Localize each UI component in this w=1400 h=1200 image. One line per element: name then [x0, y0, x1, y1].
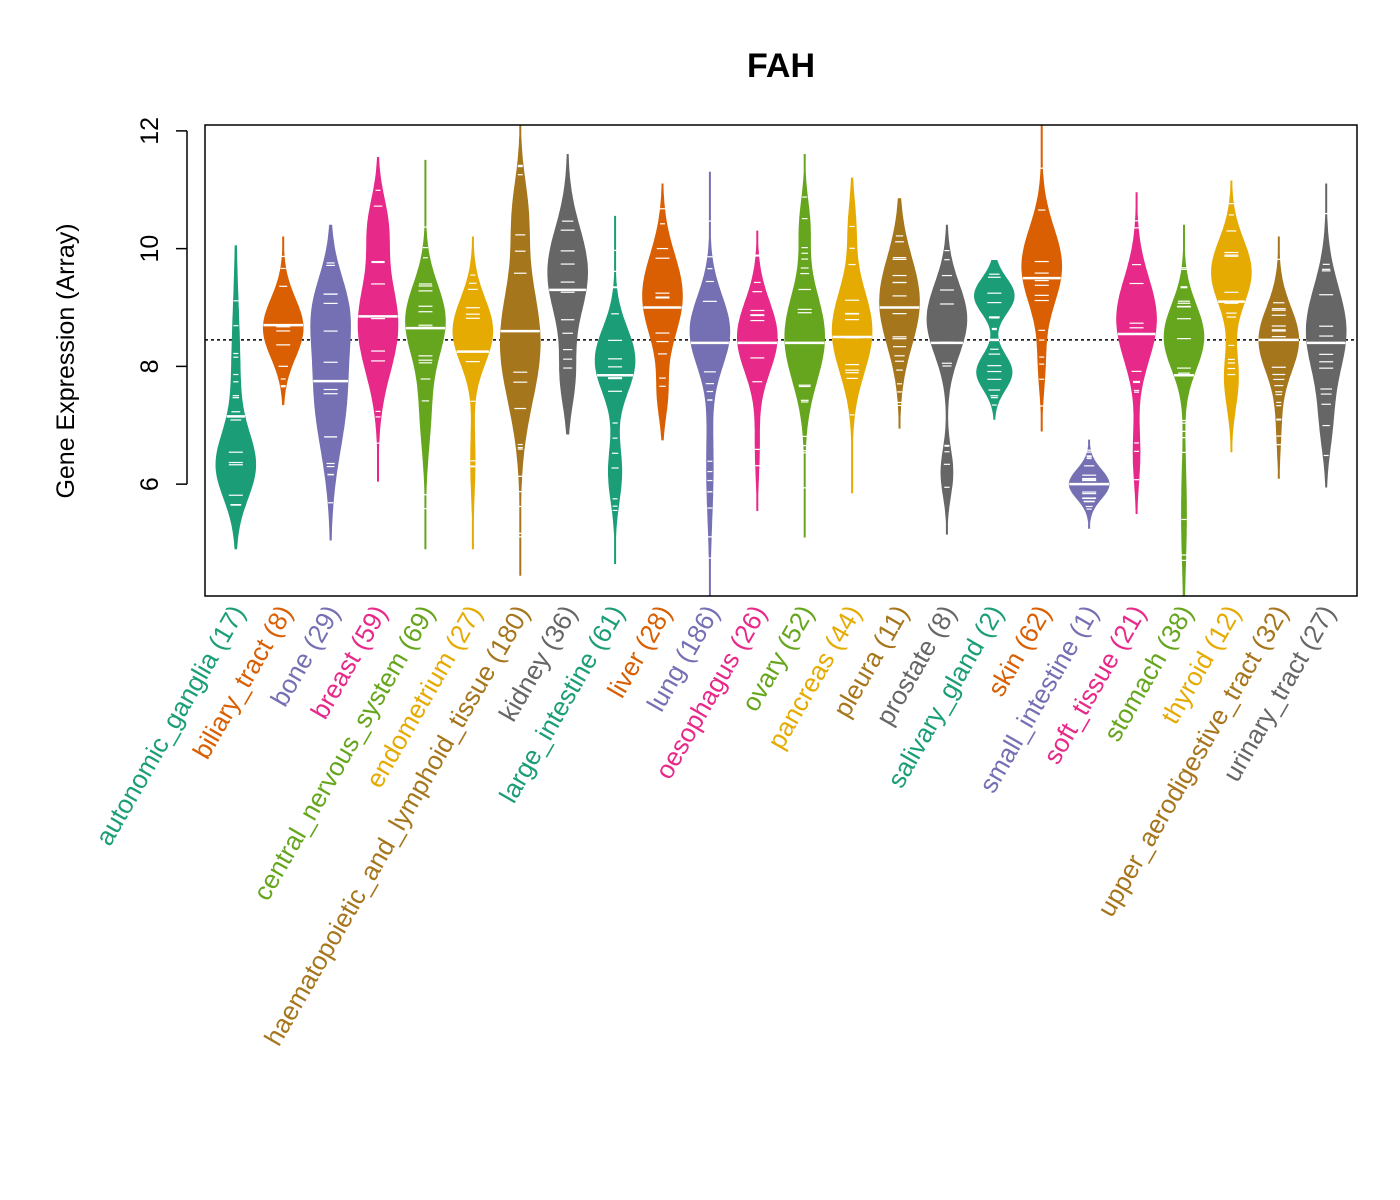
violin-biliary_tract — [262, 236, 304, 406]
violin-prostate — [926, 224, 968, 535]
violin-urinary_tract — [1305, 183, 1347, 488]
violin-pancreas — [831, 177, 873, 494]
violins — [215, 124, 1347, 597]
plot-frame — [204, 124, 1358, 597]
violin-lung — [689, 171, 731, 597]
chart-title: FAH — [747, 47, 815, 85]
violin-ovary — [784, 154, 826, 538]
y-tick-label: 10 — [136, 235, 164, 263]
violin-haematopoietic_and_lymphoid_tissue — [499, 124, 541, 576]
violin-large_intestine — [594, 215, 636, 564]
violin-kidney — [547, 154, 589, 435]
violin-salivary_gland — [973, 260, 1015, 420]
violin-soft_tissue — [1116, 192, 1157, 514]
violin-breast — [357, 157, 399, 482]
violin-stomach — [1163, 224, 1205, 597]
violin-small_intestine — [1068, 439, 1110, 529]
y-tick-label: 6 — [136, 477, 164, 491]
violin-pleura — [879, 198, 920, 429]
violin-bone — [310, 224, 351, 541]
violin-thyroid — [1211, 180, 1252, 453]
violin-liver — [642, 183, 683, 441]
x-axis-labels: autonomic_ganglia (17)biliary_tract (8)b… — [89, 600, 1341, 1051]
y-axis-label: Gene Expression (Array) — [52, 223, 80, 498]
violin-upper_aerodigestive_tract — [1258, 236, 1300, 479]
violin-central_nervous_system — [405, 159, 446, 550]
violin-autonomic_ganglia — [215, 245, 257, 550]
violin-endometrium — [452, 236, 494, 550]
y-tick-label: 8 — [136, 359, 164, 373]
y-tick-label: 12 — [136, 117, 164, 145]
violin-skin — [1021, 124, 1063, 432]
violin-oesophagus — [737, 230, 778, 511]
y-axis: 6 8 10 12 — [136, 117, 188, 491]
